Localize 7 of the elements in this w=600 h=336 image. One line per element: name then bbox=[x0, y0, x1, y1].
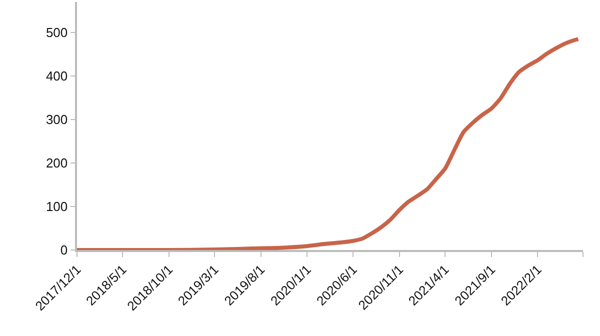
y-tick-label: 100 bbox=[46, 199, 68, 214]
y-tick-label: 300 bbox=[46, 112, 68, 128]
line-series bbox=[77, 36, 580, 250]
y-tick-label: 200 bbox=[46, 156, 68, 171]
y-tick-label: 400 bbox=[46, 68, 68, 84]
y-tick-label: 0 bbox=[60, 242, 68, 258]
y-tick-label: 500 bbox=[46, 25, 68, 40]
